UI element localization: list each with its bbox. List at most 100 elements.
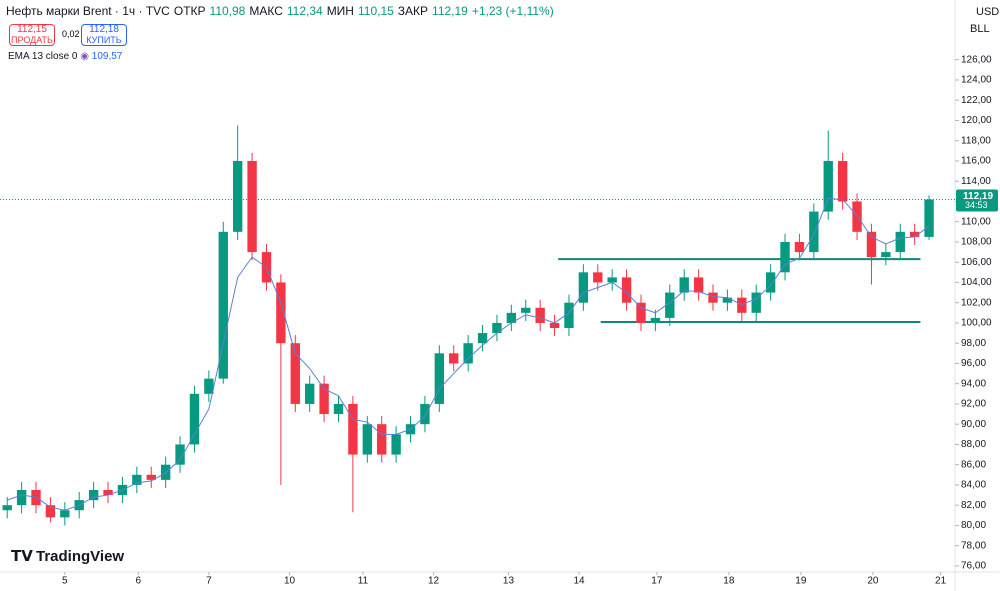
y-tick-label: 88,00 [961, 439, 986, 450]
sell-button[interactable]: 112,15 ПРОДАТЬ [9, 24, 55, 46]
candle-body [45, 505, 56, 518]
price-tag-label: 112,19 [963, 191, 993, 202]
candle-body [636, 302, 646, 323]
candle-body [924, 199, 934, 237]
y-tick-label: 80,00 [961, 520, 986, 531]
y-tick-label: 76,00 [961, 561, 986, 572]
candle-body [607, 277, 617, 283]
change: +1,23 (+1,11%) [471, 4, 554, 18]
x-tick-label: 12 [428, 576, 440, 587]
legend: Нефть марки Brent · 1ч · TVC ОТКР 110,98 … [6, 4, 554, 18]
candle-body [449, 353, 459, 364]
unit: BLL [970, 23, 990, 35]
candle-body [232, 160, 243, 232]
x-tick-label: 10 [284, 576, 296, 587]
sell-price: 112,15 [17, 24, 47, 35]
ohlc-label: ЗАКР [397, 4, 429, 18]
logo: TradingView [36, 548, 124, 565]
candle-body [276, 282, 286, 344]
candle-body [132, 474, 142, 485]
y-tick-label: 84,00 [961, 480, 986, 491]
y-tick-label: 114,00 [961, 176, 991, 187]
candle-body [189, 393, 200, 445]
candle-body [247, 160, 257, 253]
sell-label: ПРОДАТЬ [11, 35, 53, 45]
y-tick-label: 104,00 [961, 277, 992, 288]
candle-body [665, 292, 675, 318]
y-tick-label: 120,00 [961, 115, 992, 126]
y-tick-label: 96,00 [961, 358, 986, 369]
indicator: EMA 13 close 0 ◉ 109,57 [8, 51, 123, 62]
y-tick-label: 122,00 [961, 95, 992, 106]
candle-body [348, 403, 358, 455]
buy-button[interactable]: 112,18 КУПИТЬ [81, 24, 127, 46]
y-tick-label: 102,00 [961, 297, 992, 308]
candle-body [708, 292, 718, 303]
candle-body [621, 277, 632, 303]
y-tick-label: 126,00 [961, 54, 992, 65]
x-tick-label: 6 [135, 576, 141, 587]
candle-body [204, 378, 214, 394]
candle-body [305, 383, 315, 404]
y-tick-label: 116,00 [961, 156, 991, 167]
candle-body [895, 231, 905, 253]
currency: USD [976, 6, 999, 18]
candle-body [492, 322, 502, 334]
y-tick-label: 78,00 [961, 540, 986, 551]
y-tick-label: 86,00 [961, 459, 986, 470]
y-tick-label: 106,00 [961, 257, 992, 268]
candle-body [837, 160, 848, 202]
logo-icon: 𝗧𝗩 [11, 548, 33, 565]
candle-body [909, 231, 920, 237]
candle-body [809, 211, 819, 253]
buy-price: 112,18 [89, 24, 119, 35]
ohlc-label: МАКС [249, 4, 283, 18]
price-tag [956, 189, 998, 212]
candle-body [521, 307, 531, 313]
candle-body [319, 383, 329, 415]
x-tick-label: 5 [62, 576, 68, 587]
x-tick-label: 18 [723, 576, 735, 587]
candle-body [693, 277, 704, 293]
candle-body [881, 252, 891, 258]
countdown: 34:53 [965, 200, 988, 210]
x-tick-label: 21 [935, 576, 947, 587]
y-tick-label: 110,00 [961, 216, 991, 227]
candle-body [506, 312, 517, 323]
y-tick-label: 92,00 [961, 399, 986, 410]
ohlc-value: 110,15 [357, 4, 394, 18]
x-tick-label: 14 [573, 576, 585, 587]
candle-body [290, 343, 300, 404]
candle-body [463, 343, 473, 364]
candle-body [391, 434, 401, 455]
candle-body [780, 241, 790, 273]
x-tick-label: 17 [651, 576, 663, 587]
y-tick-label: 108,00 [961, 237, 992, 248]
candle-body [564, 302, 574, 329]
ohlc-value: 112,34 [286, 4, 323, 18]
x-tick-label: 13 [503, 576, 515, 587]
buy-label: КУПИТЬ [86, 35, 122, 45]
x-tick-label: 11 [358, 576, 369, 587]
candle-body [60, 510, 70, 518]
x-tick-label: 20 [867, 576, 879, 587]
candle-body [175, 444, 185, 465]
candle-body [866, 231, 877, 258]
symbol[interactable]: Нефть марки Brent · 1ч · TVC [6, 4, 170, 18]
x-tick-label: 7 [206, 576, 212, 587]
candle-body [722, 297, 733, 303]
candle-body [103, 489, 113, 496]
candle-body [823, 160, 833, 212]
candle-body [535, 307, 545, 323]
y-tick-label: 90,00 [961, 419, 986, 430]
x-tick-label: 19 [795, 576, 807, 587]
candle-body [679, 277, 689, 293]
y-tick-label: 94,00 [961, 378, 986, 389]
y-tick-label: 82,00 [961, 500, 986, 511]
ohlc-value: 112,19 [432, 4, 468, 18]
candle-body [794, 241, 805, 253]
spread: 0,02 [62, 29, 80, 39]
candle-body [650, 317, 661, 323]
y-tick-label: 100,00 [961, 318, 992, 329]
